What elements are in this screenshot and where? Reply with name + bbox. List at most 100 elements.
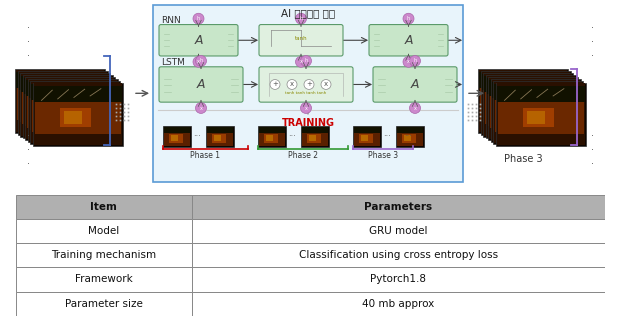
Bar [26,80,114,96]
Bar [483,73,573,137]
Bar [22,75,112,138]
Bar [15,69,105,133]
Bar [163,126,191,147]
Text: GRU model: GRU model [369,226,428,236]
Text: Phase 3: Phase 3 [368,151,398,160]
Bar [192,292,604,316]
Bar [494,82,582,144]
Bar [169,134,183,143]
Text: ···: ··· [404,132,412,141]
Bar [59,107,77,120]
Bar [45,96,76,115]
Circle shape [193,56,204,67]
Bar [52,102,84,121]
Circle shape [403,56,414,67]
Text: Parameter size: Parameter size [65,299,143,309]
Text: x: x [200,106,203,111]
Bar [490,93,576,128]
Bar [520,105,538,118]
Bar [512,100,530,112]
Bar [61,109,79,122]
Text: ·
·
·: · · · [590,131,593,169]
Bar [49,100,67,112]
Bar [353,126,381,147]
Text: LSTM: LSTM [161,58,185,67]
Bar [485,89,571,124]
Bar [358,134,373,143]
Bar [30,94,115,130]
Bar [354,133,380,146]
Bar [22,89,108,124]
Bar [42,94,74,114]
Bar [55,104,86,123]
Bar [192,219,604,243]
Bar [479,72,567,88]
Bar [489,80,577,96]
Bar [215,136,221,141]
Bar [397,127,423,133]
FancyBboxPatch shape [369,25,448,56]
Bar [56,105,74,118]
Bar [508,96,539,115]
Bar [31,84,119,100]
Bar [25,91,110,126]
Bar [495,83,585,146]
Bar [32,83,123,146]
Circle shape [296,13,306,24]
Bar [29,82,117,98]
Bar [523,108,554,127]
Bar [478,69,568,133]
Circle shape [409,103,420,114]
Text: x: x [324,81,328,87]
Bar [16,70,104,132]
Text: +: + [306,81,312,87]
Bar [492,82,580,98]
Bar [207,133,233,146]
Bar [527,111,545,124]
Bar [16,72,104,88]
Bar [522,107,540,120]
Bar [513,100,544,119]
Bar [16,195,192,219]
Bar [402,134,415,143]
Text: +: + [272,81,278,87]
Bar [207,127,233,133]
Bar [497,84,585,145]
Circle shape [301,56,311,66]
Bar [33,86,122,102]
Bar [19,72,107,134]
Bar [494,84,582,100]
Bar [490,78,580,142]
Text: Classification using cross entropy loss: Classification using cross entropy loss [299,250,498,260]
Bar [267,136,273,141]
Bar [206,126,234,147]
Bar [54,103,72,116]
Bar [517,103,535,116]
Bar [16,243,192,267]
Text: A: A [410,78,419,91]
Circle shape [321,79,331,89]
Bar [480,85,566,120]
Bar [17,71,107,135]
Text: RNN: RNN [161,16,181,25]
Bar [487,78,575,94]
Bar [46,98,64,110]
Bar [16,292,192,316]
Bar [60,108,91,127]
Text: TRAINING: TRAINING [281,118,335,128]
Bar [492,79,580,141]
Bar [482,72,570,134]
FancyBboxPatch shape [159,25,238,56]
Text: h: h [304,58,308,63]
Bar [510,98,541,117]
Bar [192,267,604,292]
Bar [32,97,118,132]
FancyBboxPatch shape [153,5,463,182]
Bar [51,101,69,114]
FancyBboxPatch shape [259,67,353,102]
Text: A: A [404,34,413,47]
Bar [404,136,412,141]
Bar [520,106,552,125]
Bar [64,111,82,124]
Bar [31,82,119,144]
